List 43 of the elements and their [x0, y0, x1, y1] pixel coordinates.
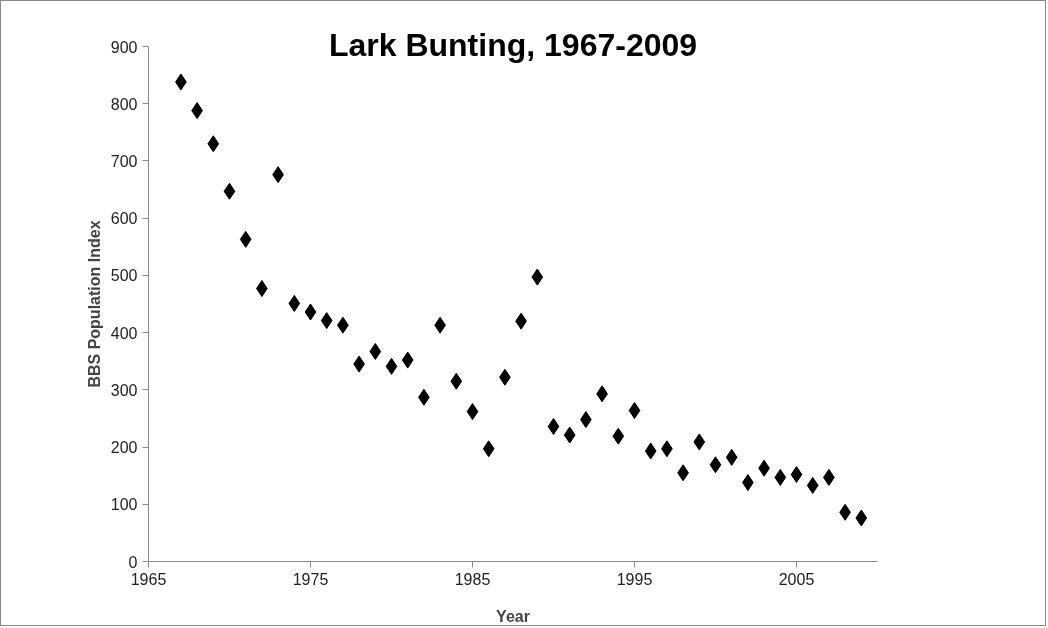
y-tick-label: 900	[110, 38, 138, 56]
point	[385, 357, 398, 375]
point	[288, 294, 301, 312]
y-tick-label: 600	[110, 210, 138, 228]
point	[693, 433, 706, 451]
chart-title: Lark Bunting, 1967-2009	[328, 26, 698, 63]
y-tick-label: 800	[110, 95, 138, 113]
y-tick-label: 200	[110, 439, 138, 457]
point	[725, 448, 738, 466]
point	[855, 509, 868, 527]
point	[450, 372, 463, 390]
y-tick-label: 400	[110, 324, 138, 342]
x-tick-label: 2005	[778, 570, 815, 588]
point	[531, 268, 544, 286]
y-tick-label: 0	[128, 553, 138, 571]
point	[304, 303, 317, 321]
point	[239, 230, 252, 248]
point	[790, 466, 803, 484]
point	[369, 342, 382, 360]
point	[466, 403, 479, 421]
x-axis-title: Year	[496, 607, 530, 625]
point	[709, 456, 722, 474]
y-tick-label: 100	[110, 496, 138, 514]
point	[612, 427, 625, 445]
point	[547, 417, 560, 435]
y-tick-label: 300	[110, 381, 138, 399]
x-tick-label: 1975	[292, 570, 329, 588]
point	[774, 468, 787, 486]
point	[482, 440, 495, 458]
point	[563, 426, 576, 444]
point	[401, 351, 414, 369]
x-tick-label: 1985	[454, 570, 491, 588]
y-tick-label: 500	[110, 267, 138, 285]
point	[806, 476, 819, 494]
y-axis-title: BBS Population Index	[85, 220, 103, 388]
x-tick-label: 1995	[616, 570, 653, 588]
point	[223, 182, 236, 200]
y-tick-label: 700	[110, 152, 138, 170]
x-tick-label: 1965	[130, 570, 167, 588]
point	[644, 442, 657, 460]
point	[207, 135, 220, 153]
point	[628, 401, 641, 419]
point	[320, 312, 333, 330]
